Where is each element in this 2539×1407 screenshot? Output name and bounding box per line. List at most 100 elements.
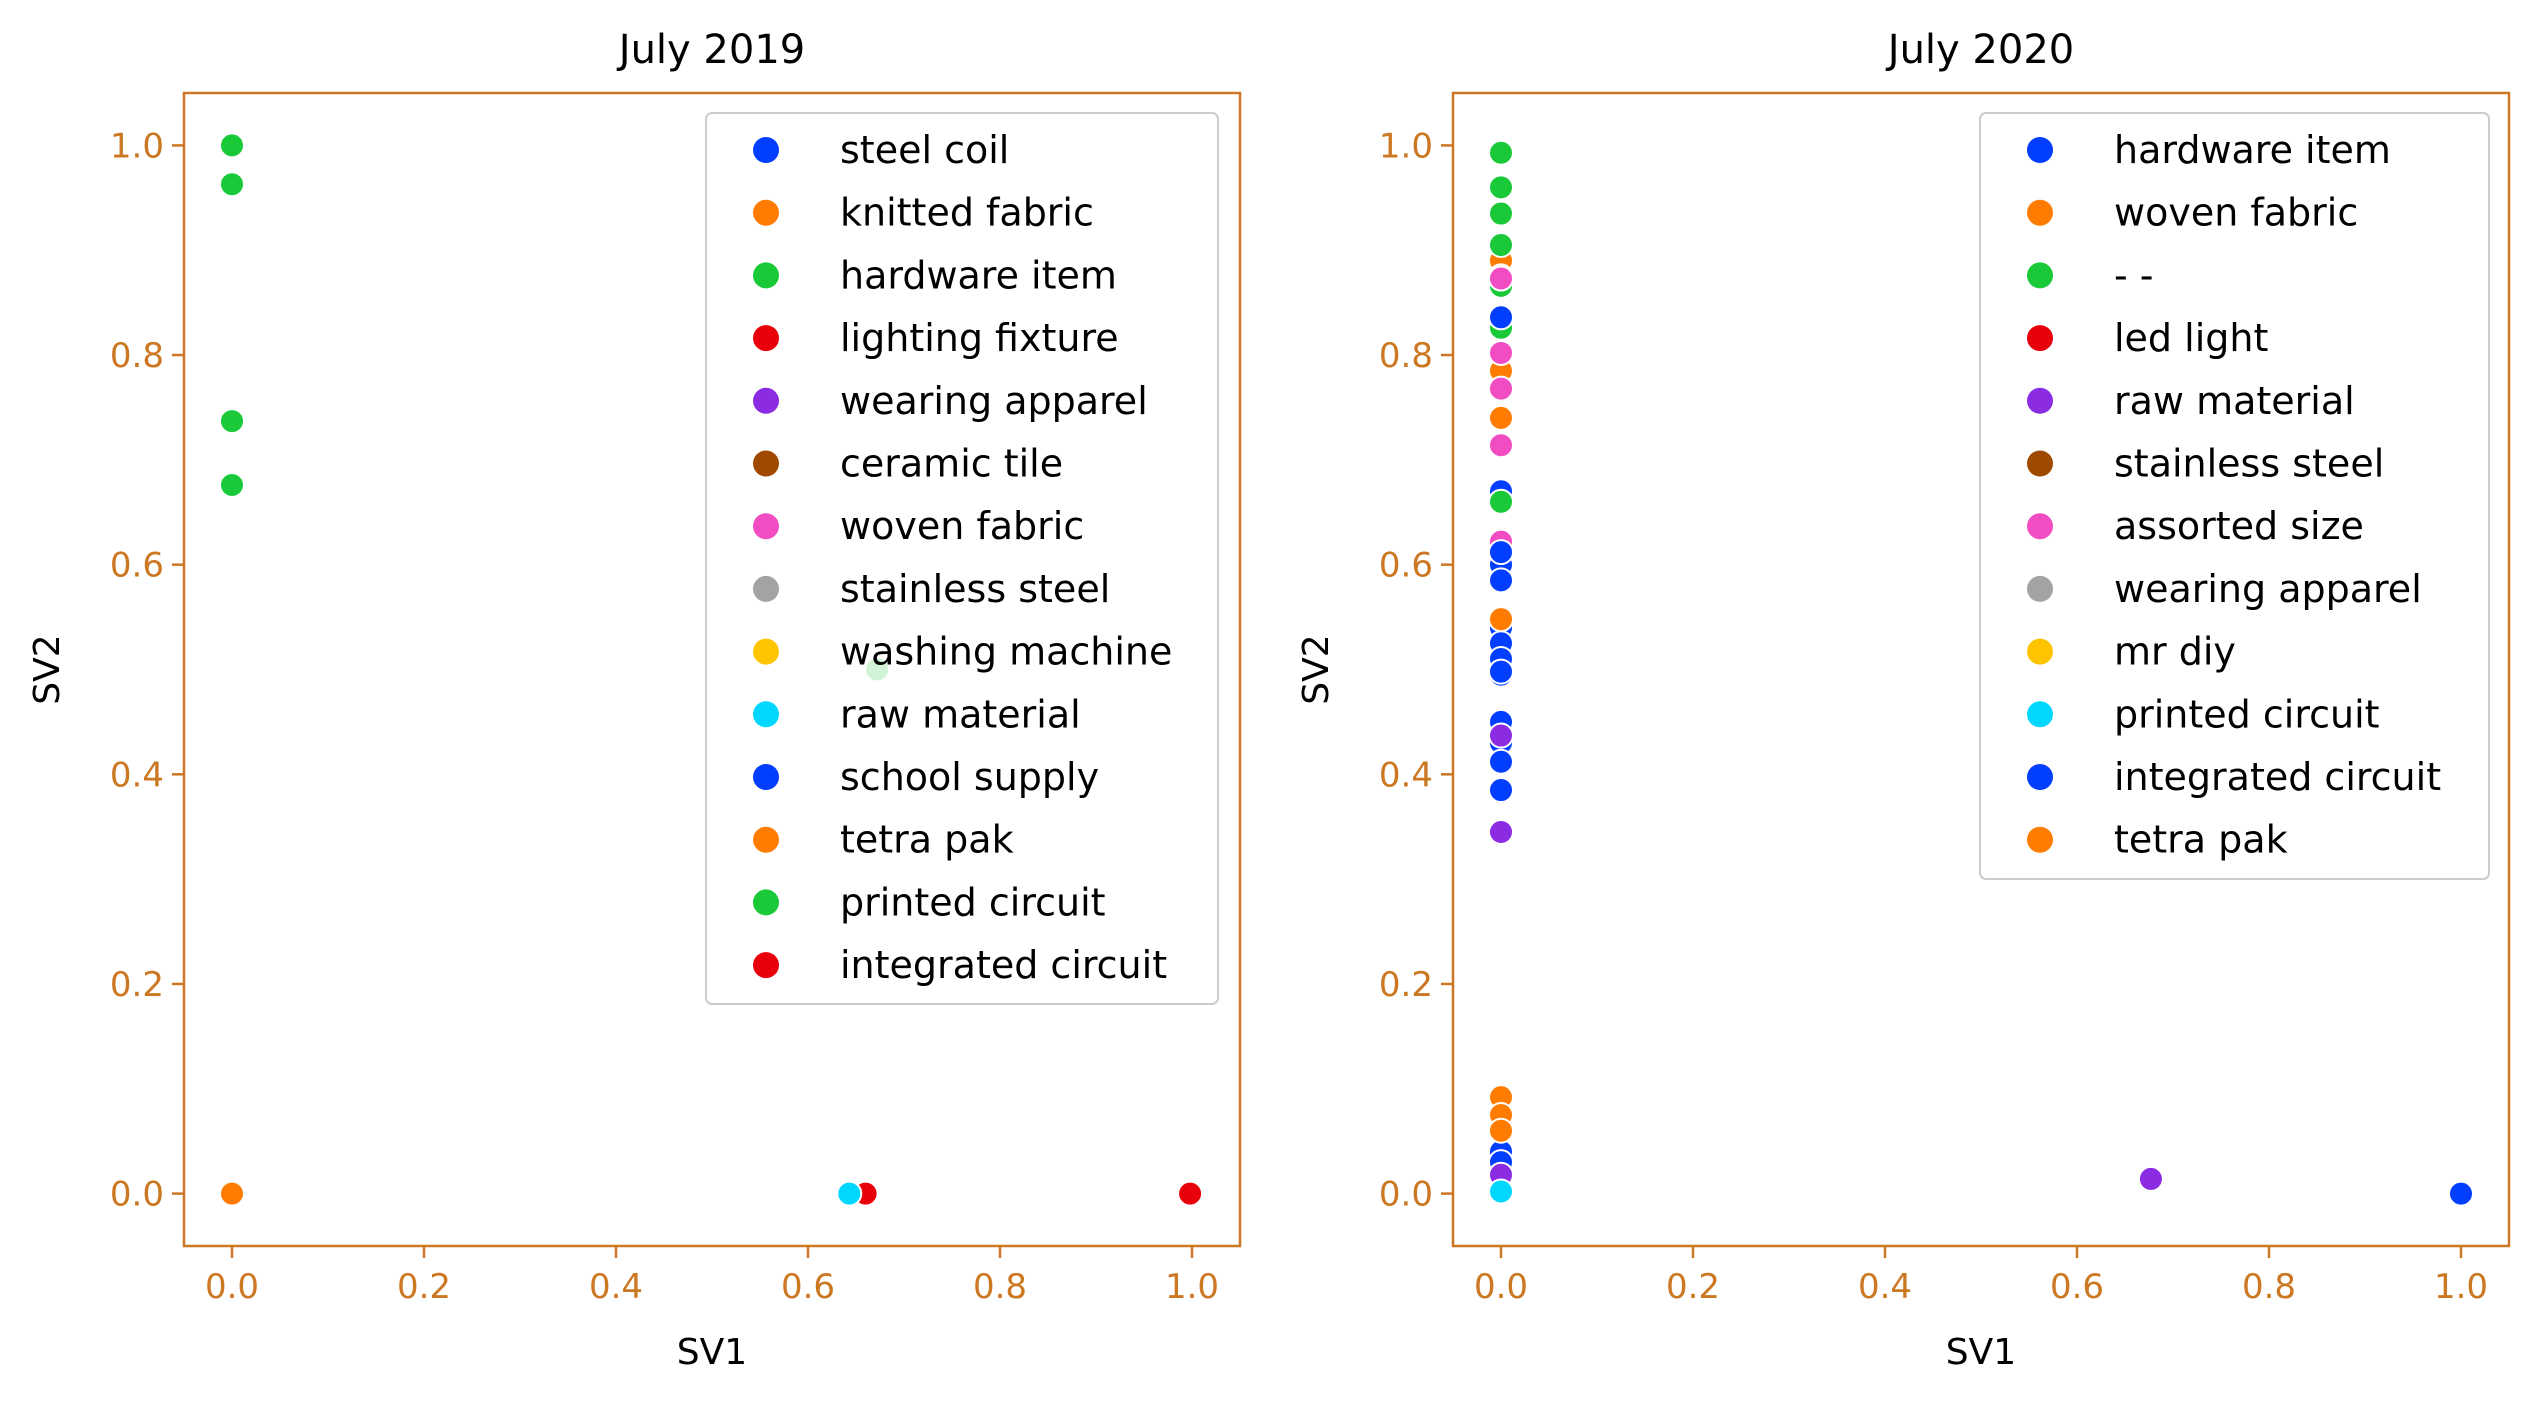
legend-marker xyxy=(2027,575,2053,602)
y-tick-label: 0.4 xyxy=(1379,755,1433,795)
legend-label: hardware item xyxy=(2114,128,2391,172)
legend-marker xyxy=(753,952,779,979)
legend-label: knitted fabric xyxy=(840,191,1094,235)
y-axis-label: SV2 xyxy=(27,634,68,704)
y-tick-label: 0.4 xyxy=(110,755,164,795)
legend-label: lighting fixture xyxy=(840,316,1119,360)
legend-box xyxy=(705,112,1219,1005)
y-axis-label: SV2 xyxy=(1296,634,1337,704)
x-tick-label: 0.8 xyxy=(973,1267,1027,1307)
legend-box xyxy=(1979,112,2490,880)
legend-label: tetra pak xyxy=(840,818,1014,862)
y-tick-label: 0.0 xyxy=(110,1175,164,1215)
legend-marker xyxy=(2027,764,2053,790)
legend-label: raw material xyxy=(2114,379,2355,423)
x-tick-label: 0.8 xyxy=(2242,1267,2296,1307)
y-tick-label: 1.0 xyxy=(1379,126,1433,166)
data-point xyxy=(1488,567,1514,594)
y-tick-label: 0.2 xyxy=(110,965,164,1005)
chart-title: July 2020 xyxy=(1885,27,2074,73)
legend-label: integrated circuit xyxy=(2114,755,2441,799)
legend-label: ceramic tile xyxy=(840,442,1063,486)
data-point xyxy=(219,1180,245,1207)
data-point xyxy=(1488,818,1514,845)
legend-marker xyxy=(2027,638,2053,665)
y-tick-label: 1.0 xyxy=(110,126,164,166)
legend-label: school supply xyxy=(840,755,1099,799)
legend-label: led light xyxy=(2114,316,2268,360)
data-point xyxy=(1488,658,1514,685)
legend-label: washing machine xyxy=(840,630,1172,674)
legend-label: steel coil xyxy=(840,128,1009,172)
legend-marker xyxy=(753,450,779,477)
y-tick-label: 0.8 xyxy=(1379,336,1433,376)
data-point xyxy=(1488,339,1514,366)
data-point xyxy=(1488,174,1514,201)
x-tick-label: 1.0 xyxy=(1165,1267,1219,1307)
x-tick-label: 0.0 xyxy=(1474,1267,1528,1307)
subplot-2: July 2020 0.0 0.2 0.4 0.6 0.8 1.0 0.0 0.2 0.4 0.6 0… xyxy=(1296,27,2511,1373)
legend-marker xyxy=(2027,826,2053,853)
legend-label: woven fabric xyxy=(840,504,1084,548)
legend-label: assorted size xyxy=(2114,504,2364,548)
data-point xyxy=(1488,539,1514,566)
data-point xyxy=(1488,375,1514,402)
plot-frame xyxy=(1451,91,2511,1248)
legend-label: stainless steel xyxy=(840,567,1110,611)
data-point xyxy=(836,1180,863,1207)
data-point xyxy=(1488,488,1514,515)
legend-marker xyxy=(2027,325,2053,352)
data-point xyxy=(219,408,245,435)
x-axis-label: SV1 xyxy=(1946,1332,2016,1373)
legend-marker xyxy=(753,262,779,289)
data-point xyxy=(1488,432,1514,459)
y-tick-label: 0.0 xyxy=(1379,1175,1433,1215)
data-point xyxy=(219,132,245,159)
legend-marker xyxy=(753,575,779,602)
data-point xyxy=(1488,139,1514,166)
legend-marker xyxy=(753,513,779,540)
legend-marker xyxy=(753,638,779,665)
legend-label: - - xyxy=(2114,253,2154,297)
legend-marker xyxy=(2027,262,2053,289)
legend-marker xyxy=(753,387,779,414)
x-tick-label: 0.4 xyxy=(1858,1267,1912,1307)
legend-marker xyxy=(2027,450,2053,477)
data-point xyxy=(1488,748,1514,775)
x-tick-label: 0.4 xyxy=(589,1267,643,1307)
data-point xyxy=(1488,1117,1514,1144)
data-point xyxy=(1177,1180,1204,1207)
data-point xyxy=(1488,777,1514,804)
legend-marker xyxy=(753,199,779,226)
legend-label: stainless steel xyxy=(2114,442,2384,486)
data-point xyxy=(1488,304,1514,331)
legend-marker xyxy=(753,826,779,853)
legend-marker xyxy=(753,137,779,163)
legend-marker xyxy=(753,325,779,352)
data-point xyxy=(1488,722,1514,749)
y-tick-label: 0.6 xyxy=(110,546,164,586)
legend-marker xyxy=(753,889,779,916)
data-point xyxy=(1488,231,1514,258)
x-tick-label: 1.0 xyxy=(2434,1267,2488,1307)
legend: hardware item woven fabric - - led light raw… xyxy=(1979,112,2490,880)
legend-marker xyxy=(2027,701,2053,728)
legend-marker xyxy=(753,701,779,728)
chart-title: July 2019 xyxy=(616,27,805,73)
x-axis-label: SV1 xyxy=(677,1332,747,1373)
data-point xyxy=(1488,404,1514,431)
legend-label: integrated circuit xyxy=(840,943,1167,987)
data-point xyxy=(219,171,245,198)
subplot-1: July 2019 0.0 0.2 0.4 0.6 0.8 1.0 0.0 0.2 0.4 0.6 0… xyxy=(27,27,1242,1373)
data-point xyxy=(1488,200,1514,227)
y-tick-label: 0.2 xyxy=(1379,965,1433,1005)
legend-label: wearing apparel xyxy=(840,379,1148,423)
legend-marker xyxy=(2027,513,2053,540)
y-tick-label: 0.8 xyxy=(110,336,164,376)
legend-label: printed circuit xyxy=(840,880,1106,924)
data-point xyxy=(1488,265,1514,292)
legend-label: wearing apparel xyxy=(2114,567,2422,611)
legend-marker xyxy=(2027,137,2053,163)
y-tick-label: 0.6 xyxy=(1379,546,1433,586)
legend: steel coil knitted fabric hardware item lig… xyxy=(705,112,1219,1005)
